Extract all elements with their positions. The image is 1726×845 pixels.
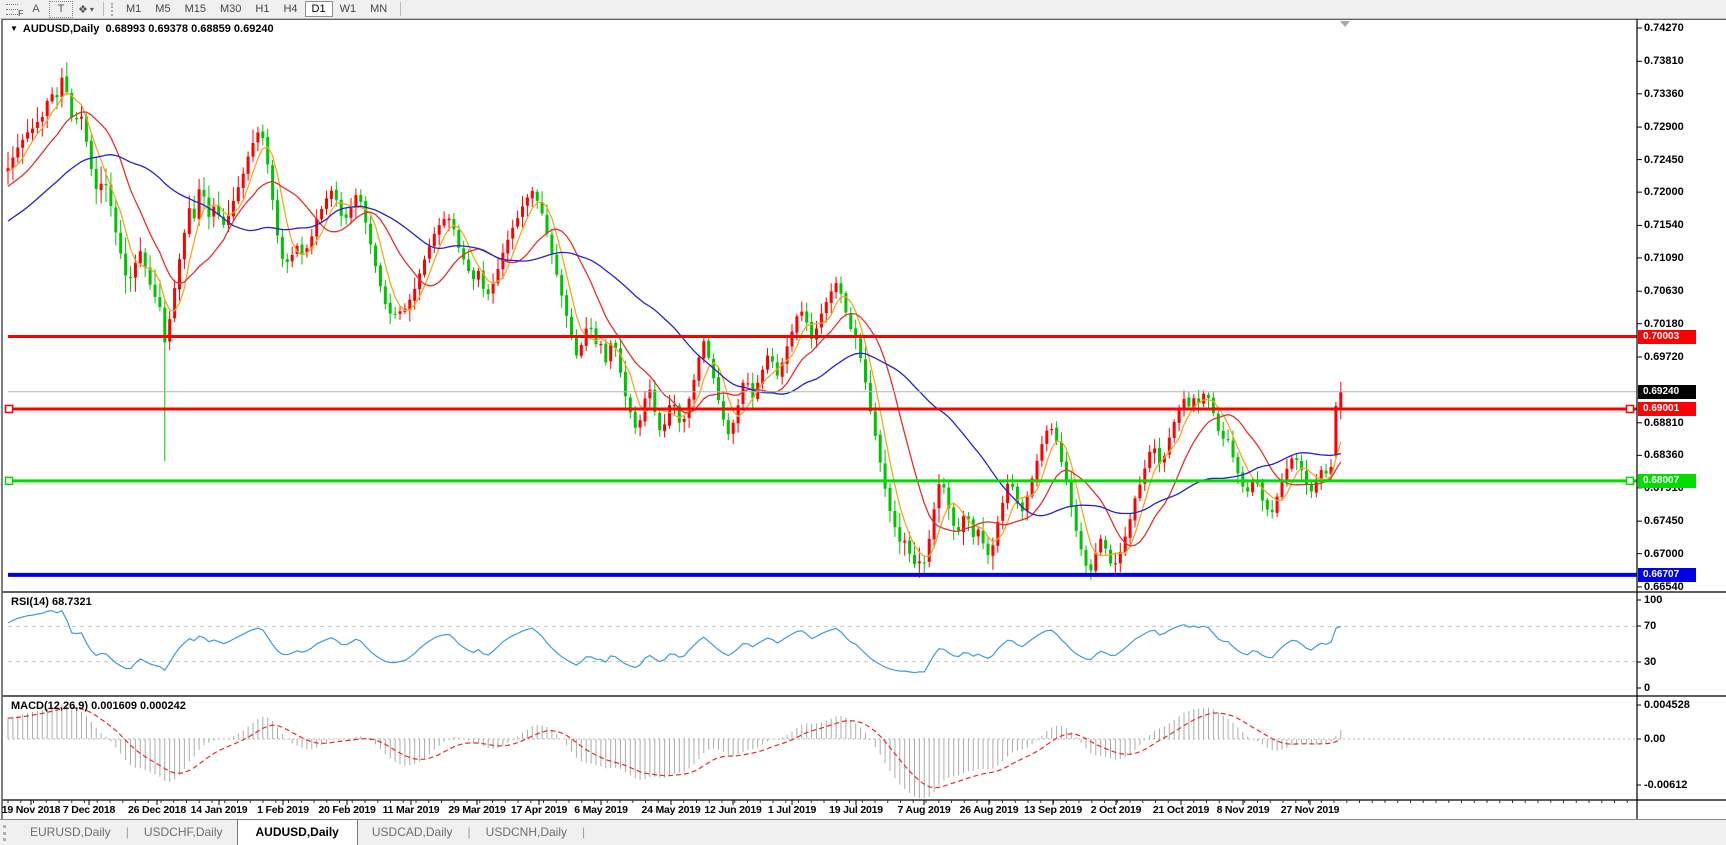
text-tool-button[interactable]: A — [27, 2, 45, 17]
fibonacci-icon: F — [6, 3, 23, 18]
date-axis-label: 1 Jul 2019 — [767, 804, 817, 816]
price-tag-0.70003: 0.70003 — [1638, 329, 1696, 344]
price-tag-0.69001: 0.69001 — [1638, 401, 1696, 416]
date-axis-label: 13 Sep 2019 — [1024, 804, 1082, 816]
date-axis-label: 11 Mar 2019 — [382, 804, 440, 816]
line-handle[interactable] — [4, 476, 14, 486]
date-axis-label: 17 Apr 2019 — [510, 804, 568, 816]
timeframe-m15-button[interactable]: M15 — [184, 3, 206, 15]
indicator-scale-label: 0.004528 — [1644, 699, 1690, 711]
price-tag-0.66707: 0.66707 — [1638, 567, 1696, 582]
tab-usdcad[interactable]: USDCAD,Daily — [371, 825, 453, 839]
arrows-tool-button[interactable]: ❖ ▾ — [77, 2, 95, 17]
indicator-scale-label: 0.00 — [1644, 733, 1666, 745]
date-axis-label: 27 Nov 2019 — [1280, 804, 1340, 816]
y-axis-tick-label: 0.69720 — [1644, 350, 1684, 363]
ma-34-line — [7, 154, 1341, 517]
chart-tab-bar: EURUSD,Daily | USDCHF,Daily AUDUSD,Daily USD… — [0, 819, 1726, 845]
date-axis-label: 20 Feb 2019 — [318, 804, 376, 816]
tab-separator: | — [582, 825, 586, 839]
label-tool-button[interactable]: T — [49, 0, 73, 18]
y-axis-tick-label: 0.68810 — [1644, 416, 1684, 429]
shift-marker-icon[interactable] — [1340, 21, 1350, 27]
y-axis-tick-label: 0.68360 — [1644, 449, 1684, 462]
date-axis-label: 26 Dec 2018 — [128, 804, 186, 816]
y-axis-tick-label: 0.73810 — [1644, 55, 1684, 68]
fibonacci-tool-button[interactable]: F — [5, 2, 23, 18]
y-axis-tick-label: 0.73360 — [1644, 87, 1684, 100]
toolbar-grip[interactable] — [111, 2, 116, 16]
y-axis-tick-label: 0.70630 — [1644, 285, 1684, 298]
chart-ohlc-values: 0.68993 0.69378 0.68859 0.69240 — [105, 23, 274, 35]
timeframe-w1-button[interactable]: W1 — [339, 3, 357, 15]
y-axis-tick-label: 0.71540 — [1644, 219, 1684, 232]
date-axis-label: 6 May 2019 — [574, 804, 628, 816]
chart-symbol-label: AUDUSD,Daily — [22, 23, 100, 35]
line-handle[interactable] — [4, 404, 14, 414]
toolbar: F A T ❖ ▾ M1 M5 M15 M30 H1 H4 D1 W1 MN — [0, 0, 1726, 19]
chart-dropdown-icon[interactable]: ▼ — [10, 24, 18, 33]
date-axis-label: 2 Oct 2019 — [1090, 804, 1142, 816]
date-axis-label: 8 Nov 2019 — [1216, 804, 1270, 816]
tabbar-grip[interactable] — [3, 825, 12, 841]
dropdown-caret-icon[interactable]: ▾ — [89, 4, 94, 14]
date-axis-label: 7 Aug 2019 — [897, 804, 951, 816]
tab-usdchf[interactable]: USDCHF,Daily — [143, 825, 223, 839]
timeframe-d1-button[interactable]: D1 — [304, 1, 333, 17]
date-axis-label: 14 Jan 2019 — [190, 804, 248, 816]
date-axis-label: 12 Jun 2019 — [704, 804, 762, 816]
arrows-tool-icon: ❖ — [78, 3, 88, 16]
date-axis-label: 1 Feb 2019 — [257, 804, 309, 816]
indicator-scale-label: 100 — [1644, 594, 1663, 606]
chart-title: ▼ AUDUSD,Daily 0.68993 0.69378 0.68859 0.… — [10, 23, 274, 35]
y-axis-tick-label: 0.72000 — [1644, 186, 1684, 199]
timeframe-m1-button[interactable]: M1 — [126, 3, 142, 15]
tab-audusd[interactable]: AUDUSD,Daily — [236, 819, 358, 845]
rsi-indicator-label: RSI(14) 68.7321 — [11, 596, 92, 608]
y-axis-tick-label: 0.71090 — [1644, 251, 1684, 264]
date-axis-label: 21 Oct 2019 — [1152, 804, 1210, 816]
timeframe-m30-button[interactable]: M30 — [219, 3, 242, 15]
indicator-scale-label: 70 — [1644, 620, 1657, 632]
timeframe-h4-button[interactable]: H4 — [283, 3, 298, 15]
date-axis-label: 7 Dec 2018 — [62, 804, 116, 816]
y-axis-tick-label: 0.70180 — [1644, 317, 1684, 330]
indicator-scale-label: 0 — [1644, 682, 1651, 694]
line-handle[interactable] — [1625, 404, 1635, 414]
macd-signal-line — [7, 707, 1342, 789]
ma-13-line — [7, 111, 1342, 547]
macd-indicator-label: MACD(12,26,9) 0.001609 0.000242 — [11, 700, 186, 712]
y-axis-tick-label: 0.67000 — [1644, 547, 1684, 560]
y-axis-tick-label: 0.74270 — [1644, 22, 1684, 34]
tab-eurusd[interactable]: EURUSD,Daily — [30, 825, 111, 839]
indicator-scale-label: -0.00612 — [1644, 779, 1688, 791]
price-tag-0.69240: 0.69240 — [1638, 384, 1696, 399]
date-axis-label: 19 Nov 2018 — [1, 804, 61, 816]
timeframe-m5-button[interactable]: M5 — [155, 3, 171, 15]
rsi-line — [7, 609, 1342, 674]
date-axis-label: 29 Mar 2019 — [448, 804, 506, 816]
date-axis-label: 26 Aug 2019 — [959, 804, 1019, 816]
timeframe-mn-button[interactable]: MN — [370, 3, 388, 15]
tab-separator: | — [125, 825, 129, 839]
tab-separator: | — [467, 825, 471, 839]
y-axis-tick-label: 0.72900 — [1644, 121, 1684, 134]
y-axis-tick-label: 0.66540 — [1644, 580, 1684, 593]
label-tool-icon: T — [57, 3, 65, 15]
ma-5-line — [7, 91, 1342, 558]
line-handle[interactable] — [1625, 476, 1635, 486]
y-axis-tick-label: 0.72450 — [1644, 153, 1684, 166]
text-tool-icon: A — [32, 3, 40, 15]
date-axis-label: 24 May 2019 — [641, 804, 701, 816]
y-axis-tick-label: 0.67450 — [1644, 515, 1684, 528]
indicator-scale-label: 30 — [1644, 656, 1657, 668]
timeframe-h1-button[interactable]: H1 — [255, 3, 270, 15]
tab-usdcnh[interactable]: USDCNH,Daily — [485, 825, 568, 839]
price-tag-0.68007: 0.68007 — [1638, 473, 1696, 488]
date-axis-label: 19 Jul 2019 — [829, 804, 883, 816]
